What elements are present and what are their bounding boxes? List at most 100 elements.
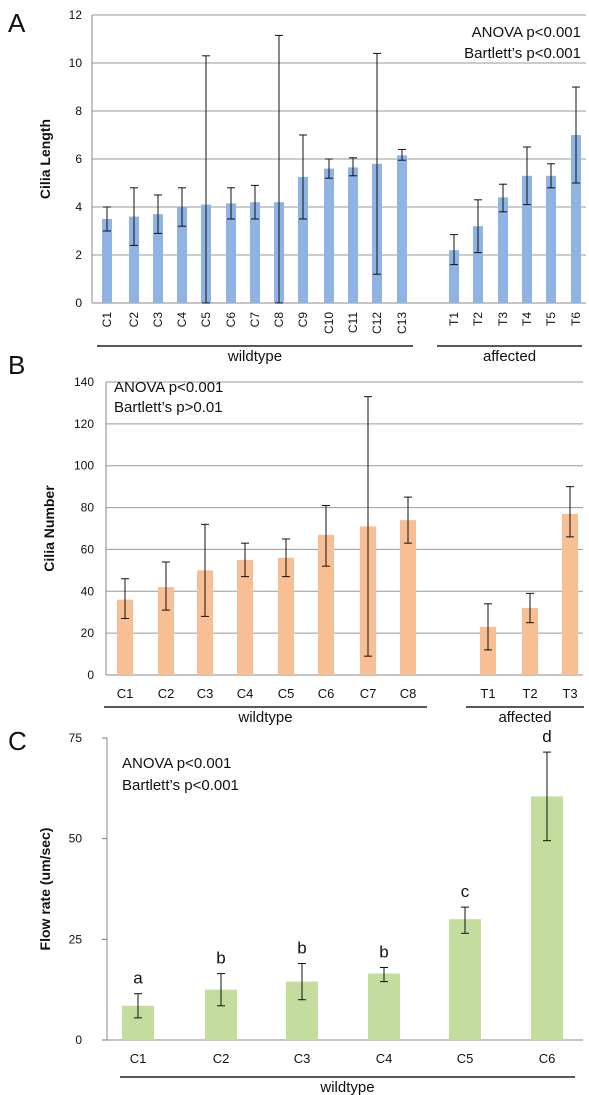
bar-t2 <box>522 608 538 675</box>
x-tick-label: C8 <box>400 686 417 701</box>
x-tick-label: T5 <box>544 312 558 326</box>
significance-letter: b <box>297 938 306 957</box>
x-tick-label: C7 <box>248 312 262 328</box>
y-axis-title: Flow rate (um/sec) <box>37 828 53 951</box>
y-tick-label: 60 <box>81 542 95 556</box>
stats-annotation: ANOVA p<0.001 <box>472 24 581 41</box>
y-tick-label: 10 <box>69 56 83 70</box>
y-tick-label: 4 <box>75 200 82 214</box>
x-tick-label: T6 <box>569 312 583 326</box>
x-tick-label: C1 <box>100 312 114 328</box>
bar-c11 <box>348 167 358 303</box>
x-tick-label: C9 <box>296 312 310 328</box>
group-label-wildtype: wildtype <box>319 1079 374 1095</box>
y-tick-label: 8 <box>75 104 82 118</box>
bar-t3 <box>562 513 578 675</box>
bar-c6 <box>226 203 236 303</box>
bar-t1 <box>480 626 496 675</box>
x-tick-label: C3 <box>197 686 214 701</box>
bar-c6 <box>318 534 334 675</box>
y-tick-label: 40 <box>81 584 95 598</box>
bar-c4 <box>368 973 400 1040</box>
bar-t2 <box>473 226 483 303</box>
bar-c13 <box>397 155 407 303</box>
x-tick-label: C5 <box>199 312 213 328</box>
stats-annotation: ANOVA p<0.001 <box>122 755 231 772</box>
x-tick-label: C2 <box>158 686 175 701</box>
bar-t5 <box>546 175 556 303</box>
y-tick-label: 12 <box>69 8 83 22</box>
x-tick-label: C3 <box>151 312 165 328</box>
bar-t6 <box>571 135 581 303</box>
x-tick-label: T1 <box>480 686 495 701</box>
bar-c4 <box>237 559 253 675</box>
y-tick-label: 20 <box>81 626 95 640</box>
significance-letter: a <box>133 969 143 988</box>
bar-c10 <box>324 168 334 303</box>
x-tick-label: C10 <box>322 312 336 334</box>
y-tick-label: 0 <box>75 296 82 310</box>
x-tick-label: C13 <box>395 312 409 334</box>
group-label-wildtype: wildtype <box>227 348 282 365</box>
x-tick-label: C6 <box>224 312 238 328</box>
bar-c3 <box>197 570 213 675</box>
y-tick-label: 80 <box>81 501 95 515</box>
chart-panel-c: C 0 25 50 75 C1 a C2 b C3 b C4 b C5 c C6 d wildtype Flow r… <box>8 726 583 1095</box>
bar-c3 <box>153 214 163 303</box>
x-tick-label: C2 <box>127 312 141 328</box>
x-tick-label: C4 <box>175 312 189 328</box>
bar-c2 <box>129 216 139 303</box>
bar-t4 <box>522 175 532 303</box>
x-tick-label: C1 <box>130 1051 147 1066</box>
x-tick-label: C8 <box>272 312 286 328</box>
x-tick-label: T4 <box>520 312 534 326</box>
chart-panel-b: B 0 20 40 60 80 100 120 140 C1 C2 C3 C4 C5 C6 C7 C8 T1 T2 T… <box>8 350 584 726</box>
y-tick-label: 100 <box>74 459 94 473</box>
y-axis-title: Cilia Number <box>41 485 57 572</box>
significance-letter: c <box>461 882 470 901</box>
group-label-affected: affected <box>483 348 536 365</box>
bar-t1 <box>449 250 459 303</box>
stats-annotation: Bartlett’s p<0.001 <box>122 777 239 794</box>
panel-label: B <box>8 350 25 380</box>
x-tick-label: C4 <box>376 1051 393 1066</box>
stats-annotation: Bartlett’s p>0.01 <box>114 399 223 416</box>
y-tick-label: 6 <box>75 152 82 166</box>
bar-t3 <box>498 197 508 303</box>
y-tick-label: 50 <box>69 832 83 846</box>
group-label-affected: affected <box>498 709 551 726</box>
y-tick-label: 2 <box>75 248 82 262</box>
bar-c4 <box>177 207 187 303</box>
x-tick-label: T3 <box>562 686 577 701</box>
x-tick-label: T1 <box>447 312 461 326</box>
x-tick-label: C6 <box>318 686 335 701</box>
y-tick-label: 120 <box>74 417 94 431</box>
y-tick-label: 0 <box>87 668 94 682</box>
y-tick-label: 140 <box>74 375 94 389</box>
x-tick-label: C5 <box>278 686 295 701</box>
bar-c5 <box>278 557 294 675</box>
x-tick-label: T2 <box>471 312 485 326</box>
significance-letter: b <box>379 943 388 962</box>
x-tick-label: T2 <box>522 686 537 701</box>
significance-letter: b <box>216 949 225 968</box>
panel-label: A <box>8 8 26 38</box>
bar-c2 <box>158 587 174 675</box>
x-tick-label: C2 <box>213 1051 230 1066</box>
group-label-wildtype: wildtype <box>237 709 292 726</box>
x-tick-label: T3 <box>496 312 510 326</box>
y-tick-label: 0 <box>75 1033 82 1047</box>
chart-panel-a: A 0 2 4 6 8 10 12 C1 C2 C3 C4 C5 C6 C7 C8 C9 C10 C11 C12 C13… <box>8 8 586 365</box>
x-tick-label: C6 <box>539 1051 556 1066</box>
y-tick-label: 25 <box>69 932 83 946</box>
bar-c7 <box>250 202 260 303</box>
x-tick-label: C5 <box>457 1051 474 1066</box>
bar-c1 <box>102 219 112 303</box>
panel-label: C <box>8 726 27 756</box>
y-tick-label: 75 <box>69 731 83 745</box>
bar-c5 <box>449 919 481 1040</box>
x-tick-label: C7 <box>360 686 377 701</box>
x-tick-label: C1 <box>117 686 134 701</box>
y-axis-title: Cilia Length <box>37 119 53 199</box>
